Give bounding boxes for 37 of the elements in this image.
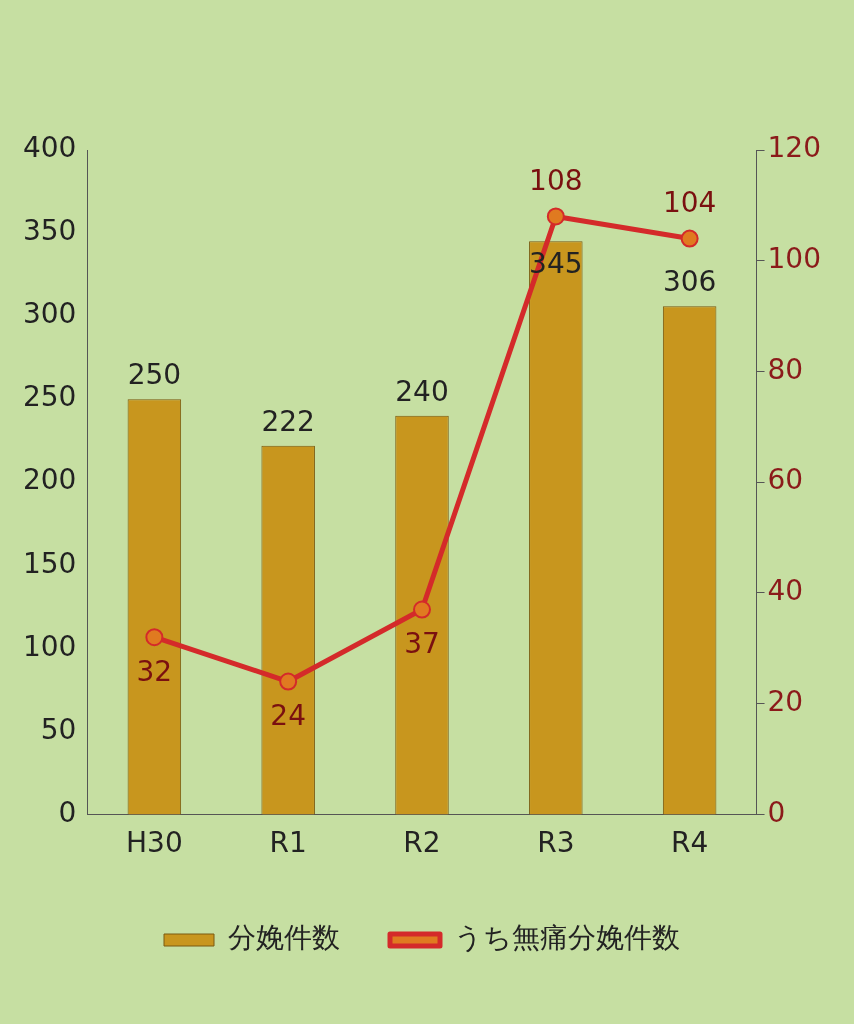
point: [413, 600, 431, 619]
y2-tick-label: 100: [767, 242, 822, 276]
y-tick-label: 300: [22, 297, 77, 331]
data-label: 306: [662, 265, 717, 299]
x-tick-label: R1: [269, 826, 307, 860]
data-label: 32: [136, 654, 173, 688]
x-tick-label: R3: [537, 826, 575, 860]
data-label: 104: [662, 185, 717, 219]
x-tick-label: R2: [403, 826, 441, 860]
data-label: 250: [127, 358, 182, 392]
y-tick-label: 350: [22, 214, 77, 248]
data-label: 222: [261, 404, 315, 438]
y-tick-label: 50: [40, 712, 77, 746]
legend-label: うち無痛分娩件数: [454, 921, 680, 955]
y2-tick-label: 20: [767, 684, 804, 718]
point: [680, 229, 699, 248]
y-tick-label: 0: [58, 795, 77, 829]
y2-tick-label: 120: [767, 131, 822, 165]
data-label: 108: [529, 163, 583, 197]
x-tick-label: R4: [671, 826, 709, 860]
data-label: 240: [395, 375, 449, 409]
y-tick-label: 100: [22, 629, 77, 663]
point: [546, 207, 565, 226]
y2-tick-label: 60: [767, 463, 804, 497]
y2-tick-label: 80: [767, 352, 804, 386]
y-tick-label: 400: [22, 131, 77, 165]
y-tick-label: 250: [22, 380, 77, 414]
y-tick-label: 150: [22, 546, 77, 580]
legend-label: 分娩件数: [228, 921, 340, 955]
point: [279, 672, 298, 691]
y-tick-label: 200: [22, 463, 77, 497]
x-tick-label: H30: [126, 826, 183, 860]
data-label: 37: [404, 626, 440, 660]
y2-tick-label: 0: [767, 795, 786, 829]
data-label: 24: [270, 698, 306, 732]
y2-tick-label: 40: [767, 574, 804, 608]
point: [145, 628, 164, 647]
